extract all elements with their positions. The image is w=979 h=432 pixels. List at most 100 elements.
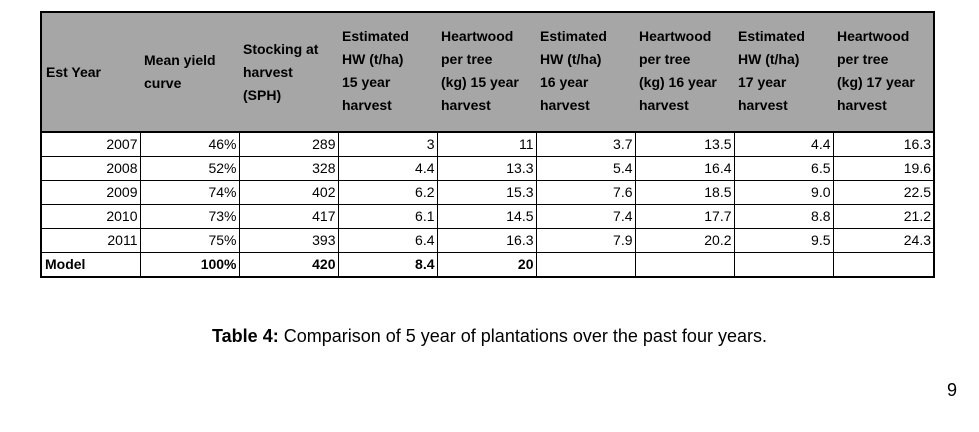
column-header-line: Estimated [738, 28, 805, 44]
column-header-line: per tree [837, 51, 889, 67]
column-header: Heartwood per tree (kg) 16 year harvest [635, 11, 734, 133]
table-cell: 6.5 [733, 156, 834, 181]
table-cell: 289 [238, 131, 339, 157]
table-cell: 2011 [40, 228, 141, 253]
table-cell: 417 [238, 204, 339, 229]
table-cell: 3 [337, 131, 438, 157]
column-header: Heartwood per tree (kg) 17 year harvest [833, 11, 935, 133]
column-header-line: harvest [342, 97, 392, 113]
column-header-line: HW (t/ha) [342, 51, 404, 67]
table-row: 2010 73% 417 6.1 14.5 7.4 17.7 8.8 21.2 [40, 204, 935, 229]
table-cell: 402 [238, 180, 339, 205]
table-cell: 4.4 [733, 131, 834, 157]
page-number: 9 [946, 380, 957, 400]
column-header-line: harvest [639, 97, 689, 113]
caption-text: Comparison of 5 year of plantations over… [278, 326, 767, 346]
table-header-row: Est Year Mean yield curve Stocking at harves… [40, 11, 935, 133]
column-header-line: Stocking at [243, 40, 319, 57]
caption-label: Table 4: [212, 326, 279, 346]
table-cell: 6.2 [337, 180, 438, 205]
column-header: Mean yield curve [140, 11, 239, 133]
table-cell: 2010 [40, 204, 141, 229]
table-row: 2011 75% 393 6.4 16.3 7.9 20.2 9.5 24.3 [40, 228, 935, 253]
model-cell [832, 252, 935, 278]
table-cell: 11 [436, 131, 537, 157]
column-header-line: Heartwood [837, 28, 910, 44]
column-header-line: (SPH) [243, 86, 282, 103]
column-header-line: Estimated [540, 28, 607, 44]
data-table-container: Est Year Mean yield curve Stocking at harves… [40, 11, 935, 278]
table-cell: 6.1 [337, 204, 438, 229]
table-cell: 328 [238, 156, 339, 181]
table-cell: 2009 [40, 180, 141, 205]
table-cell: 52% [139, 156, 240, 181]
column-header-line: Heartwood [441, 28, 514, 44]
column-header: Heartwood per tree (kg) 15 year harvest [437, 11, 536, 133]
model-cell: 420 [238, 252, 339, 278]
table-cell: 9.0 [733, 180, 834, 205]
column-header-line: 16 year [540, 74, 589, 90]
column-header-line: per tree [639, 51, 691, 67]
column-header-line: HW (t/ha) [540, 51, 602, 67]
model-cell [535, 252, 636, 278]
table-cell: 75% [139, 228, 240, 253]
table-cell: 21.2 [832, 204, 935, 229]
column-header-line: harvest [738, 97, 788, 113]
table-cell: 2008 [40, 156, 141, 181]
model-row: Model 100% 420 8.4 20 [40, 252, 935, 278]
table-cell: 7.4 [535, 204, 636, 229]
table-cell: 15.3 [436, 180, 537, 205]
table-cell: 19.6 [832, 156, 935, 181]
column-header-line: Mean yield [144, 52, 216, 68]
column-header: Est Year [40, 11, 140, 133]
table-cell: 7.6 [535, 180, 636, 205]
table-cell: 14.5 [436, 204, 537, 229]
model-cell: Model [40, 252, 141, 278]
column-header-line: Est Year [46, 63, 102, 80]
column-header-line: per tree [441, 51, 493, 67]
column-header: Stocking at harvest (SPH) [239, 11, 338, 133]
table-row: 2007 46% 289 3 11 3.7 13.5 4.4 16.3 [40, 131, 935, 157]
table-cell: 7.9 [535, 228, 636, 253]
column-header: Estimated HW (t/ha) 16 year harvest [536, 11, 635, 133]
model-cell: 20 [436, 252, 537, 278]
table-row: 2009 74% 402 6.2 15.3 7.6 18.5 9.0 22.5 [40, 180, 935, 205]
column-header-line: harvest [441, 97, 491, 113]
column-header-line: 15 year [342, 74, 391, 90]
column-header-line: Estimated [342, 28, 409, 44]
model-cell: 100% [139, 252, 240, 278]
table-cell: 17.7 [634, 204, 735, 229]
model-cell [634, 252, 735, 278]
table-cell: 16.3 [832, 131, 935, 157]
table-cell: 2007 [40, 131, 141, 157]
table-cell: 5.4 [535, 156, 636, 181]
column-header-line: (kg) 15 year [441, 74, 519, 90]
table-caption: Table 4: Comparison of 5 year of plantat… [0, 326, 979, 347]
table-cell: 8.8 [733, 204, 834, 229]
column-header-line: curve [144, 75, 182, 91]
table-cell: 46% [139, 131, 240, 157]
column-header-line: harvest [540, 97, 590, 113]
table-cell: 393 [238, 228, 339, 253]
column-header-line: Heartwood [639, 28, 712, 44]
column-header-line: HW (t/ha) [738, 51, 800, 67]
column-header-line: (kg) 16 year [639, 74, 717, 90]
model-cell [733, 252, 834, 278]
table-row: 2008 52% 328 4.4 13.3 5.4 16.4 6.5 19.6 [40, 156, 935, 181]
table-cell: 16.4 [634, 156, 735, 181]
table-cell: 16.3 [436, 228, 537, 253]
table-cell: 13.3 [436, 156, 537, 181]
column-header-line: harvest [837, 97, 887, 113]
table-cell: 73% [139, 204, 240, 229]
column-header-line: (kg) 17 year [837, 74, 915, 90]
table-cell: 6.4 [337, 228, 438, 253]
table-body: 2007 46% 289 3 11 3.7 13.5 4.4 16.3 2008 52% 328 4.4… [40, 131, 935, 278]
table-cell: 24.3 [832, 228, 935, 253]
model-cell: 8.4 [337, 252, 438, 278]
column-header-line: harvest [243, 63, 293, 80]
column-header: Estimated HW (t/ha) 17 year harvest [734, 11, 833, 133]
table-cell: 3.7 [535, 131, 636, 157]
table-cell: 13.5 [634, 131, 735, 157]
plantation-comparison-table: Est Year Mean yield curve Stocking at harves… [40, 11, 935, 278]
table-cell: 74% [139, 180, 240, 205]
